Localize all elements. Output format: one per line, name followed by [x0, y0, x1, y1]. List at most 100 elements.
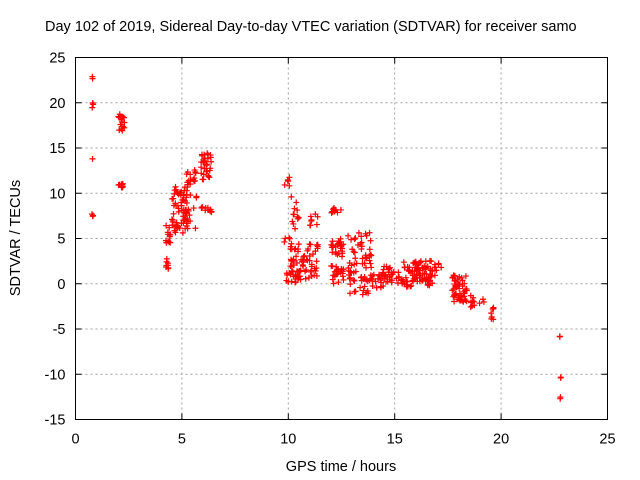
data-point — [206, 174, 213, 181]
data-point — [302, 275, 309, 282]
data-point — [469, 303, 476, 310]
data-point — [470, 294, 477, 301]
data-point — [182, 198, 189, 205]
data-point — [294, 207, 301, 214]
data-point — [490, 316, 497, 323]
y-tick-label: -15 — [45, 413, 66, 429]
data-point — [294, 215, 301, 222]
data-point — [282, 235, 289, 242]
data-point — [331, 273, 338, 280]
y-tick-label: 15 — [49, 141, 65, 157]
data-point — [293, 268, 300, 275]
data-point — [411, 259, 418, 266]
data-point — [89, 104, 96, 111]
data-point — [480, 298, 487, 305]
data-point — [403, 278, 410, 285]
data-point — [380, 270, 387, 277]
data-point — [377, 283, 384, 290]
data-point — [363, 264, 370, 271]
data-point — [352, 255, 359, 262]
data-point — [457, 292, 464, 299]
data-point — [192, 225, 199, 232]
data-point — [281, 181, 288, 188]
data-point — [458, 274, 465, 281]
data-point — [368, 275, 375, 282]
data-point — [204, 168, 211, 175]
data-point — [289, 218, 296, 225]
data-point — [369, 283, 376, 290]
data-point — [332, 243, 339, 250]
data-point — [199, 204, 206, 211]
data-point — [470, 298, 477, 305]
data-point — [192, 170, 199, 177]
data-point — [198, 204, 205, 211]
data-point — [204, 204, 211, 211]
data-point — [207, 154, 214, 161]
data-point — [399, 276, 406, 283]
y-tick-label: 5 — [57, 232, 65, 248]
data-point — [302, 268, 309, 275]
data-point — [285, 178, 292, 185]
data-point — [438, 264, 445, 271]
data-point — [328, 209, 335, 216]
data-point — [201, 155, 208, 162]
data-point — [176, 225, 183, 232]
data-point — [463, 298, 470, 305]
data-point — [90, 212, 97, 219]
data-point — [454, 296, 461, 303]
data-point — [411, 276, 418, 283]
data-point — [204, 161, 211, 168]
data-point — [207, 208, 214, 215]
data-point — [291, 205, 298, 212]
data-point — [290, 256, 297, 263]
data-point — [395, 280, 402, 287]
data-point — [450, 286, 457, 293]
data-point — [348, 262, 355, 269]
data-point — [165, 238, 172, 245]
data-point — [452, 291, 459, 298]
data-point — [345, 232, 352, 239]
data-point — [329, 249, 336, 256]
y-tick-label: -5 — [53, 322, 66, 338]
data-point — [118, 184, 125, 191]
data-point — [366, 246, 373, 253]
x-tick-label: 0 — [71, 432, 79, 448]
data-point — [291, 246, 298, 253]
data-point — [307, 213, 314, 220]
x-tick-label: 5 — [178, 432, 186, 448]
data-point — [286, 182, 293, 189]
data-point — [166, 239, 173, 246]
data-point — [330, 280, 337, 287]
data-point — [352, 235, 359, 242]
chart-title: Day 102 of 2019, Sidereal Day-to-day VTE… — [45, 19, 577, 35]
data-point — [198, 164, 205, 171]
data-point — [190, 205, 197, 212]
x-tick-label: 20 — [493, 432, 509, 448]
data-point — [301, 252, 308, 259]
data-point — [354, 241, 361, 248]
data-point — [393, 275, 400, 282]
data-point — [183, 220, 190, 227]
data-point — [377, 277, 384, 284]
data-point — [329, 238, 336, 245]
data-point — [339, 253, 346, 260]
y-tick-label: 10 — [49, 186, 65, 202]
data-point — [281, 238, 288, 245]
data-point — [414, 262, 421, 269]
data-point — [177, 192, 184, 199]
data-point — [200, 158, 207, 165]
data-point — [297, 267, 304, 274]
data-point — [428, 258, 435, 265]
data-point — [331, 205, 338, 212]
data-point — [398, 277, 405, 284]
data-point — [351, 236, 358, 243]
data-point — [308, 261, 315, 268]
data-point — [557, 374, 564, 381]
data-point — [556, 333, 563, 340]
data-point — [427, 267, 434, 274]
data-point — [186, 212, 193, 219]
data-point — [290, 273, 297, 280]
data-point — [185, 207, 192, 214]
tick-labels: 0 5 10 15 20 25 -15 -10 -5 0 5 10 15 20 25 — [45, 51, 616, 448]
